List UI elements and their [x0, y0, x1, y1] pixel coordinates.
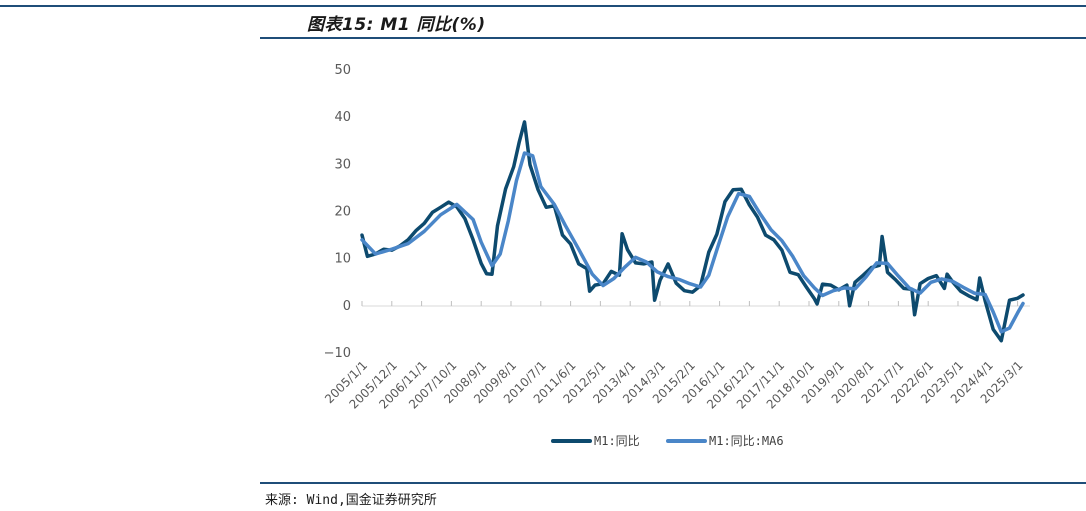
legend: M1:同比 M1:同比:MA6 — [551, 434, 784, 448]
y-axis: 50 40 30 20 10 0 −10 — [324, 63, 351, 361]
x-axis-ticks: 2005/1/12005/12/12006/11/12007/10/12008/… — [322, 301, 1026, 412]
page-title: 图表15: M1 同比(%) — [307, 15, 486, 35]
y-tick-label: 10 — [334, 252, 351, 267]
legend-label-ma6: M1:同比:MA6 — [709, 434, 784, 448]
y-tick-label: 0 — [343, 299, 351, 314]
series-line-m1 — [360, 120, 1025, 343]
series-line-ma6 — [360, 151, 1025, 334]
series-lines — [360, 120, 1025, 343]
y-tick-label: −10 — [324, 346, 351, 361]
y-tick-label: 30 — [334, 157, 351, 172]
y-tick-label: 50 — [334, 63, 351, 78]
title-rule — [260, 37, 1086, 39]
bottom-rule — [260, 482, 1086, 484]
legend-label-m1: M1:同比 — [594, 434, 640, 448]
top-rule — [0, 5, 1086, 7]
y-tick-label: 40 — [334, 110, 351, 125]
source-note: 来源: Wind,国金证券研究所 — [265, 493, 437, 508]
y-tick-label: 20 — [334, 205, 351, 220]
